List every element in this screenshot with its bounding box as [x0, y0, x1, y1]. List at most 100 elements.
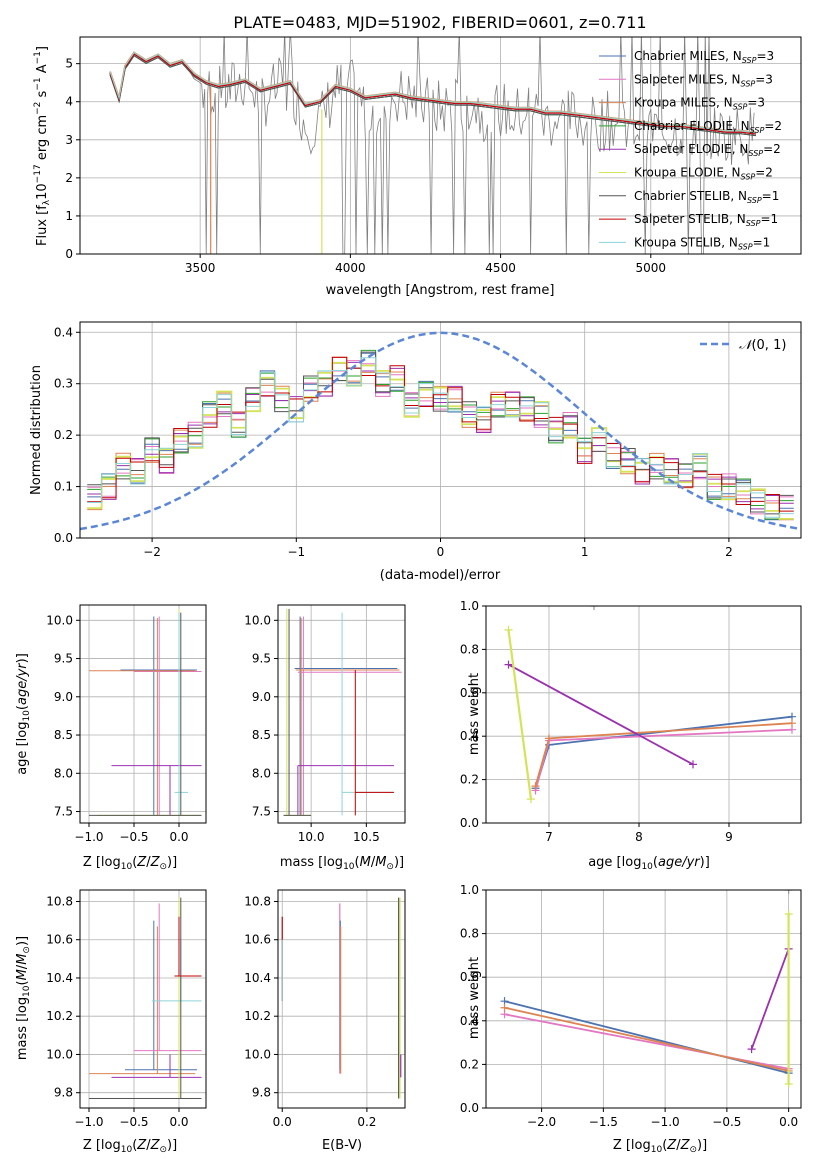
massz-ylabel: mass [log10(M/M⊙)] — [15, 936, 32, 1060]
spectrum-series — [109, 37, 757, 254]
weightz-xtick-label: −1.5 — [589, 1115, 618, 1129]
weightage-series-marker — [504, 660, 513, 669]
histogram-step-line — [87, 352, 794, 521]
weightz-xtick-label: −1.0 — [651, 1115, 680, 1129]
weightage-series-marker — [545, 734, 553, 743]
weightz-ytick-label: 1.0 — [460, 883, 479, 897]
weightage-series-line — [507, 629, 533, 800]
spectrum-xtick-label: 5000 — [636, 261, 667, 275]
histogram-step-line — [87, 349, 794, 520]
agez-ytick-label: 9.5 — [54, 652, 73, 666]
legend-label: Salpeter STELIB, NSSP=1 — [634, 212, 778, 228]
weightz-ytick-label: 0.4 — [460, 1014, 479, 1028]
spectrum-model-line — [109, 55, 756, 137]
massz-ytick-label: 10.6 — [46, 933, 73, 947]
weightz-grey-marker — [784, 890, 793, 894]
massebv-ytick-label: 10.4 — [244, 971, 271, 985]
spectrum-model-line — [109, 53, 756, 135]
massz-ytick-label: 10.0 — [46, 1047, 73, 1061]
weightage-xtick-label: 9 — [725, 830, 733, 844]
weightage-ytick-label: 0.2 — [460, 773, 479, 787]
massebv-xlabel: E(B-V) — [322, 1138, 362, 1153]
weightz-axes-frame — [485, 889, 802, 1109]
histogram-xtick-label: 1 — [581, 545, 589, 559]
legend-label: Salpeter ELODIE, NSSP=2 — [634, 142, 781, 158]
agemass-grid: 10.0 10.5 7.5 8.0 8.5 9.0 9.5 10.0 — [244, 605, 405, 844]
spectrum-axes-frame — [79, 36, 802, 255]
massebv-plot-area — [281, 897, 402, 1099]
weightz-ytick-label: 0.0 — [460, 1101, 479, 1115]
weightage-xtick-label: 7 — [545, 830, 553, 844]
histogram-panel: −2 −1 0 1 2 0.0 0.1 0.2 0.3 0.4 𝒩(0, 1) (data-mod… — [29, 321, 802, 583]
agez-xtick-label: −1.0 — [74, 830, 103, 844]
spectrum-ytick-label: 4 — [65, 95, 73, 109]
weightz-series-line — [750, 948, 790, 1050]
weightz-xtick-label: −2.0 — [527, 1115, 556, 1129]
histogram-step-line — [87, 361, 794, 510]
massz-ytick-label: 9.8 — [54, 1086, 73, 1100]
histogram-xtick-label: 0 — [437, 545, 445, 559]
agez-ylabel: age [log10(age/yr)] — [15, 653, 32, 775]
agez-ytick-label: 7.5 — [54, 805, 73, 819]
agemass-axes-frame — [277, 604, 406, 824]
agez-ytick-label: 8.0 — [54, 766, 73, 780]
agemass-ytick-label: 9.0 — [252, 690, 271, 704]
weightz-series-marker — [784, 1080, 793, 1089]
agemass-ytick-label: 8.0 — [252, 766, 271, 780]
weightage-ytick-label: 0.0 — [460, 816, 479, 830]
agez-xlabel: Z [log10(Z/Z⊙)] — [83, 855, 177, 872]
spectrum-legend: Chabrier MILES, NSSP=3 Salpeter MILES, NS… — [599, 49, 782, 251]
agemass-ytick-label: 7.5 — [252, 805, 271, 819]
weightz-ytick-label: 0.8 — [460, 927, 479, 941]
histogram-series — [80, 331, 801, 531]
mass-ebv-panel: 0.0 0.2 9.8 10.0 10.2 10.4 10.6 10.8 — [244, 889, 406, 1129]
weight-z-panel: −2.0 −1.5 −1.0 −0.5 0.0 0.0 0.2 0.4 0.6 0.8 1.0 — [460, 883, 802, 1129]
massebv-ytick-label: 10.2 — [244, 1009, 271, 1023]
weightz-grid: −2.0 −1.5 −1.0 −0.5 0.0 0.0 0.2 0.4 0.6 0.8 1.0 — [460, 883, 801, 1129]
agemass-xlabel: mass [log10(M/M⊙)] — [280, 855, 404, 872]
agez-xtick-label: −0.5 — [119, 830, 148, 844]
massebv-ytick-label: 10.8 — [244, 894, 271, 908]
massebv-ytick-label: 10.6 — [244, 933, 271, 947]
weightage-ytick-label: 0.8 — [460, 642, 479, 656]
histogram-ylabel: Normed distribution — [29, 365, 44, 495]
figure-title: PLATE=0483, MJD=51902, FIBERID=0601, z=0… — [233, 13, 646, 32]
weightage-ylabel: mass weight — [467, 673, 482, 755]
spectrum-ytick-label: 2 — [65, 171, 73, 185]
agemass-xtick-label: 10.0 — [298, 830, 325, 844]
massebv-xtick-label: 0.0 — [273, 1115, 292, 1129]
weightage-series-marker — [689, 760, 697, 769]
weightage-ytick-label: 0.4 — [460, 729, 479, 743]
weightz-ytick-label: 0.6 — [460, 970, 479, 984]
weight-age-panel: 7 8 9 0.0 0.2 0.4 0.6 0.8 1.0 — [460, 599, 802, 844]
massz-grid: −1.0 −0.5 0.0 9.8 10.0 10.2 10.4 10.6 10.8 — [46, 890, 206, 1129]
spectrum-xtick-label: 3500 — [185, 261, 216, 275]
histogram-step-line — [87, 356, 794, 521]
spectrum-panel: 3500 4000 4500 5000 0 1 2 3 4 5 Chabrier MILES, N… — [33, 36, 802, 298]
weightage-axes-frame — [485, 605, 802, 824]
massz-plot-area — [89, 897, 202, 1099]
weightage-xlabel: age [log10(age/yr)] — [588, 855, 710, 872]
spectrum-model-line — [109, 51, 756, 134]
weightz-xtick-label: −0.5 — [712, 1115, 741, 1129]
massz-xtick-label: 0.0 — [169, 1115, 188, 1129]
weightage-series-line — [534, 722, 793, 787]
agez-ytick-label: 10.0 — [46, 613, 73, 627]
massz-xtick-label: −1.0 — [74, 1115, 103, 1129]
histogram-step-line — [87, 356, 794, 512]
weightage-series-line — [534, 715, 793, 789]
agez-ytick-label: 8.5 — [54, 728, 73, 742]
agez-grid: −1.0 −0.5 0.0 7.5 8.0 8.5 9.0 9.5 10.0 — [46, 605, 206, 844]
massebv-ytick-label: 9.8 — [252, 1086, 271, 1100]
agemass-ytick-label: 8.5 — [252, 728, 271, 742]
weightage-series-marker — [531, 782, 540, 791]
weightage-ytick-label: 0.6 — [460, 686, 479, 700]
weightage-grey-marker — [590, 606, 598, 610]
histogram-xtick-label: 2 — [725, 545, 733, 559]
histogram-xtick-label: −2 — [143, 545, 161, 559]
spectrum-ytick-label: 5 — [65, 57, 73, 71]
legend-label: Chabrier STELIB, NSSP=1 — [634, 189, 779, 205]
weightage-series-line — [534, 728, 793, 791]
weightage-series-marker — [527, 795, 535, 804]
weightz-plot-area — [500, 890, 793, 1089]
